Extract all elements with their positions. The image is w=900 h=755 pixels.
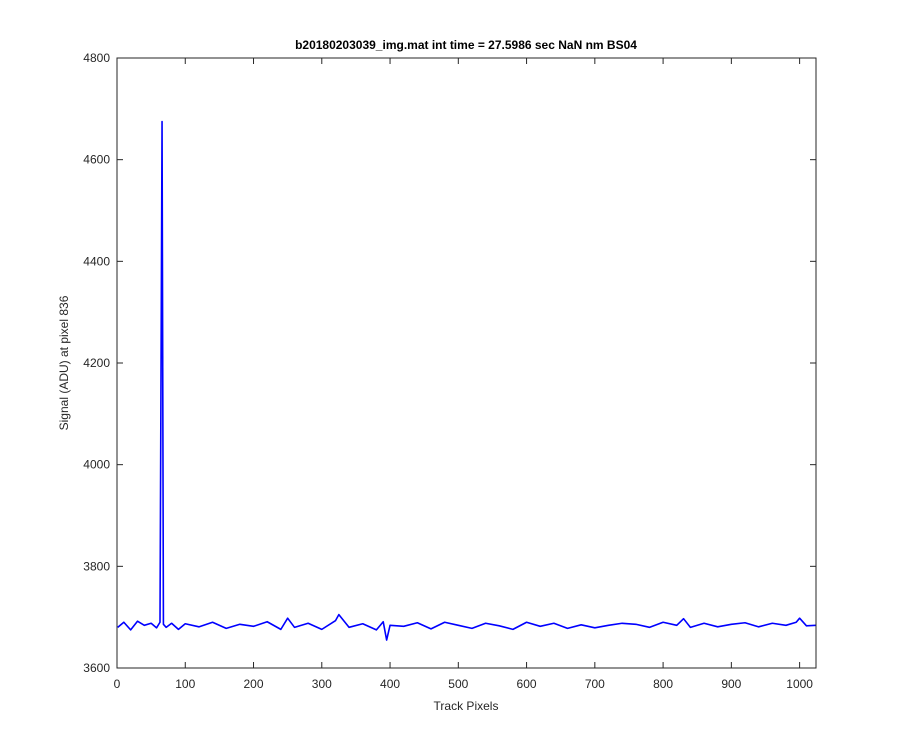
x-tick-label: 0 (114, 677, 121, 691)
x-tick-label: 500 (448, 677, 468, 691)
y-tick-label: 4000 (83, 458, 110, 472)
x-tick-label: 200 (244, 677, 264, 691)
y-tick-label: 4600 (83, 153, 110, 167)
y-tick-label: 3800 (83, 559, 110, 573)
x-tick-label: 1000 (786, 677, 813, 691)
x-tick-label: 900 (721, 677, 741, 691)
x-axis-label: Track Pixels (434, 699, 499, 713)
y-tick-label: 4400 (83, 254, 110, 268)
x-tick-label: 100 (175, 677, 195, 691)
series-line-1 (117, 120, 817, 641)
y-tick-label: 4800 (83, 51, 110, 65)
chart-title: b20180203039_img.mat int time = 27.5986 … (295, 38, 637, 52)
x-tick-label: 300 (312, 677, 332, 691)
plot-area (117, 58, 816, 668)
x-axis-ticks: 0 100 200 300 400 500 600 700 800 900 1000 (114, 58, 813, 691)
y-axis-ticks: 3600 3800 4000 4200 4400 4600 4800 (83, 51, 816, 675)
y-axis-label: Signal (ADU) at pixel 836 (57, 295, 71, 430)
x-tick-label: 600 (517, 677, 537, 691)
y-tick-label: 3600 (83, 661, 110, 675)
x-tick-label: 700 (585, 677, 605, 691)
x-tick-label: 400 (380, 677, 400, 691)
y-tick-label: 4200 (83, 356, 110, 370)
series-layer (117, 120, 817, 641)
x-tick-label: 800 (653, 677, 673, 691)
